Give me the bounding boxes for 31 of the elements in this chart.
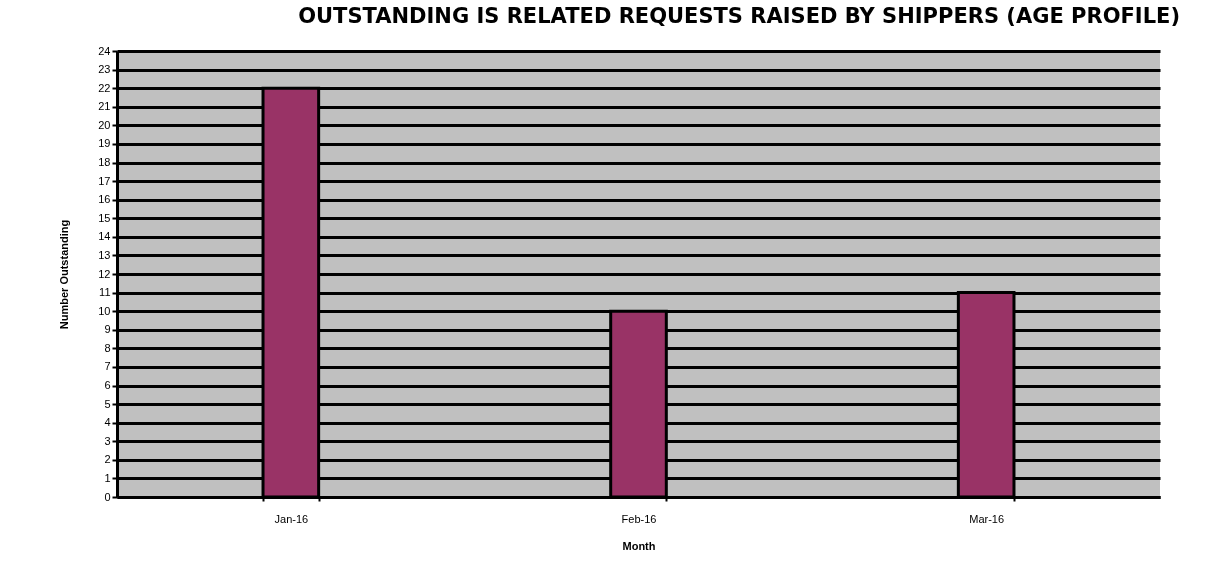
y-tick-label: 19 bbox=[98, 137, 111, 150]
y-tick-label: 10 bbox=[98, 304, 111, 317]
y-tick-label: 18 bbox=[98, 156, 111, 168]
y-tick-label: 3 bbox=[104, 434, 111, 447]
y-tick-label: 20 bbox=[98, 118, 111, 131]
y-tick-label: 0 bbox=[104, 490, 111, 503]
y-tick-label: 11 bbox=[99, 286, 111, 299]
y-tick-label: 24 bbox=[98, 44, 111, 57]
x-tick-label: Jan-16 bbox=[274, 512, 309, 525]
chart-title: OUTSTANDING IS RELATED REQUESTS RAISED BY SHIPPERS (AGE PROFILE) bbox=[298, 4, 1180, 28]
x-tick-label: Feb-16 bbox=[621, 512, 657, 525]
y-tick-label: 8 bbox=[104, 341, 111, 354]
y-tick-label: 15 bbox=[98, 211, 111, 224]
y-tick-label: 5 bbox=[104, 397, 111, 410]
y-tick-label: 7 bbox=[104, 360, 111, 373]
y-tick-label: 21 bbox=[98, 100, 111, 113]
y-tick-label: 2 bbox=[104, 453, 111, 466]
y-tick-label: 9 bbox=[104, 323, 111, 336]
x-tick-label: Mar-16 bbox=[969, 512, 1005, 525]
y-tick-label: 6 bbox=[104, 379, 111, 391]
y-tick-label: 1 bbox=[104, 471, 111, 484]
y-tick-label: 4 bbox=[104, 416, 111, 429]
y-tick-label: 13 bbox=[98, 248, 111, 261]
x-axis-title: Month bbox=[622, 539, 656, 552]
y-tick-label: 14 bbox=[98, 230, 111, 243]
y-tick-label: 22 bbox=[98, 81, 111, 94]
y-tick-label: 23 bbox=[98, 63, 111, 76]
y-axis-title: Number Outstanding bbox=[58, 219, 71, 330]
y-tick-label: 17 bbox=[98, 174, 111, 187]
y-tick-label: 16 bbox=[98, 193, 111, 206]
y-tick-label: 12 bbox=[98, 267, 111, 280]
